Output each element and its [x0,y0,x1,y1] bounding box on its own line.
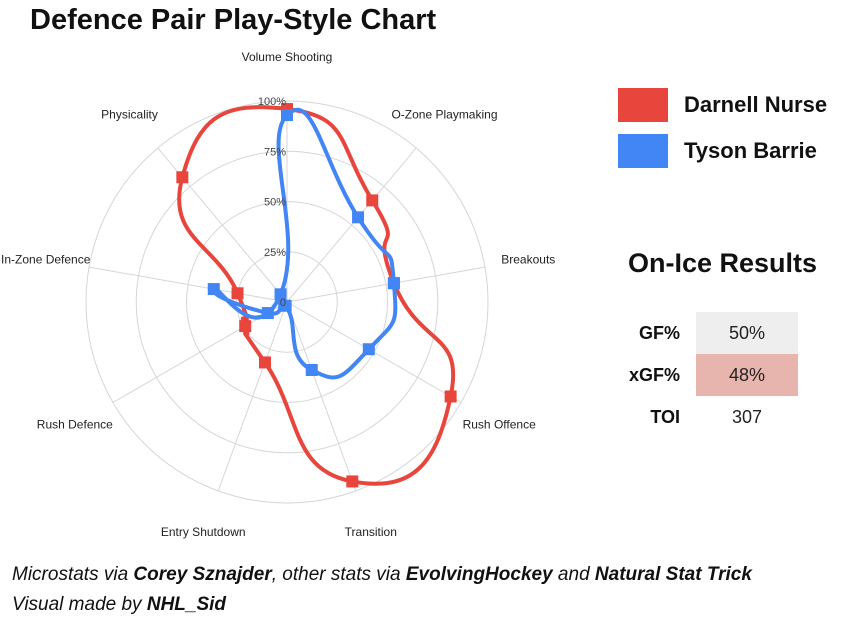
axis-label: Physicality [101,107,158,121]
data-point [281,109,293,122]
table-row: TOI 307 [598,396,798,438]
axis-line [286,147,417,303]
legend-swatch-nurse [618,88,668,122]
data-point [346,475,359,488]
axis-label: Volume Shooting [242,50,333,64]
data-point [366,194,379,207]
row-label: TOI [650,406,680,427]
axis-label: O-Zone Playmaking [391,107,497,121]
tick-label: 75% [264,146,286,158]
data-point [444,390,457,403]
axis-line [157,147,288,303]
results-title: On-Ice Results [628,248,818,278]
axis-label: Rush Defence [37,418,113,432]
series-line-0 [177,105,456,486]
data-point [362,343,375,356]
tick-label: 50% [264,197,286,209]
data-point [274,288,287,301]
credits-line-1: Microstats via Corey Sznajder, other sta… [12,563,752,587]
axis-label: Breakouts [501,252,555,266]
legend-label: Darnell Nurse [684,92,828,117]
tick-label: 0 [280,297,286,309]
axis-label: Rush Offence [463,418,536,432]
credit-name: EvolvingHockey [405,564,553,585]
axis-label: Entry Shutdown [161,525,246,539]
data-point [239,320,252,333]
legend-item-barrie: Tyson Barrie [618,128,827,174]
credit-name: NHL_Sid [146,594,227,615]
row-value: 48% [696,354,798,396]
axis-line [286,301,357,492]
results-table: GF% 50% xGF% 48% TOI 307 [598,312,798,438]
radar-chart: Volume Shooting O-Zone Playmaking Breakout… [1,50,555,539]
data-point [231,287,244,300]
data-point [207,283,220,296]
chart-title: Defence Pair Play-Style Chart [30,4,437,36]
axis-line [217,301,288,492]
credits-line-2: Visual made by NHL_Sid [12,593,226,617]
row-value: 307 [696,396,798,438]
row-label: GF% [638,322,680,343]
axis-label: Transition [345,525,397,539]
data-point [352,211,365,224]
table-row: GF% 50% [598,312,798,354]
row-label: xGF% [628,364,680,385]
legend-swatch-barrie [618,134,668,168]
data-point [387,277,400,290]
table-row: xGF% 48% [598,354,798,396]
credit-text: , other stats via [271,564,406,585]
credit-text: Microstats via [12,564,134,585]
credit-name: Corey Sznajder [133,564,272,585]
data-point [279,299,292,312]
data-point [176,171,189,184]
axis-line [286,266,486,303]
tick-label: 100% [258,96,286,108]
legend-label: Tyson Barrie [684,138,817,163]
tick-label: 25% [264,247,286,259]
credit-text: Visual made by [12,594,147,615]
series-line-1 [211,107,398,380]
legend-item-nurse: Darnell Nurse [618,82,827,128]
axis-line [88,266,288,303]
data-point [305,363,318,376]
row-value: 50% [696,312,798,354]
data-point [261,307,274,320]
credit-text: and [552,564,595,585]
data-point [259,356,272,369]
credit-name: Natural Stat Trick [594,564,752,585]
legend: Darnell Nurse Tyson Barrie [618,82,827,174]
axis-label: In-Zone Defence [1,252,91,266]
